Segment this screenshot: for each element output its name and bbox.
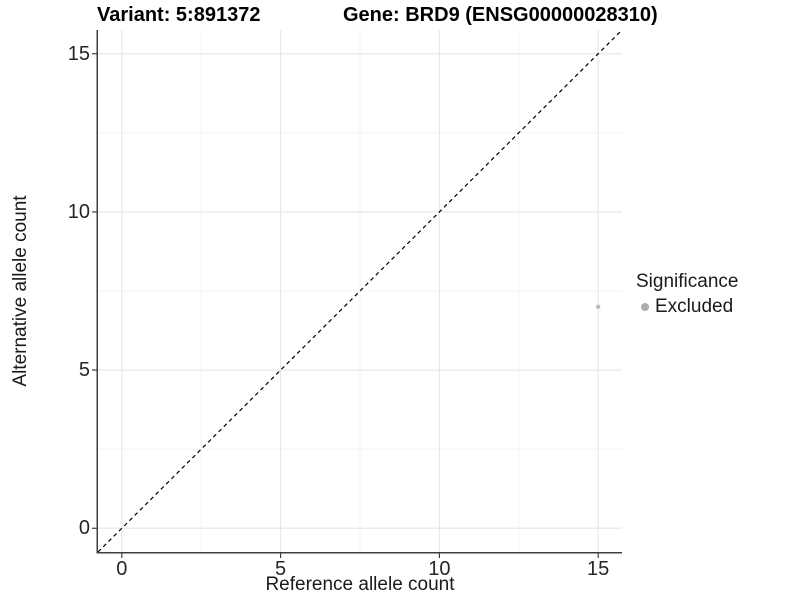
plot-title-gene: Gene: BRD9 (ENSG00000028310) [343, 4, 658, 26]
x-tick-label: 0 [116, 558, 128, 580]
legend-item-label: Excluded [655, 296, 734, 317]
y-axis-title: Alternative allele count [10, 195, 31, 387]
plot-title-variant: Variant: 5:891372 [97, 4, 261, 26]
x-tick-label: 10 [428, 558, 451, 580]
data-point [595, 304, 601, 310]
x-axis-title: Reference allele count [265, 574, 455, 595]
legend: Significance Excluded [636, 270, 738, 318]
y-tick-label: 10 [67, 200, 90, 223]
x-tick-label: 5 [275, 558, 287, 580]
y-tick-label: 0 [78, 517, 90, 540]
x-tick-label: 15 [587, 558, 610, 580]
identity-line [97, 29, 623, 553]
y-tick-label: 5 [78, 359, 90, 382]
y-tick-label: 15 [67, 42, 90, 65]
legend-item-excluded: Excluded [636, 295, 738, 318]
legend-point-icon [641, 302, 649, 311]
legend-title: Significance [636, 271, 739, 292]
